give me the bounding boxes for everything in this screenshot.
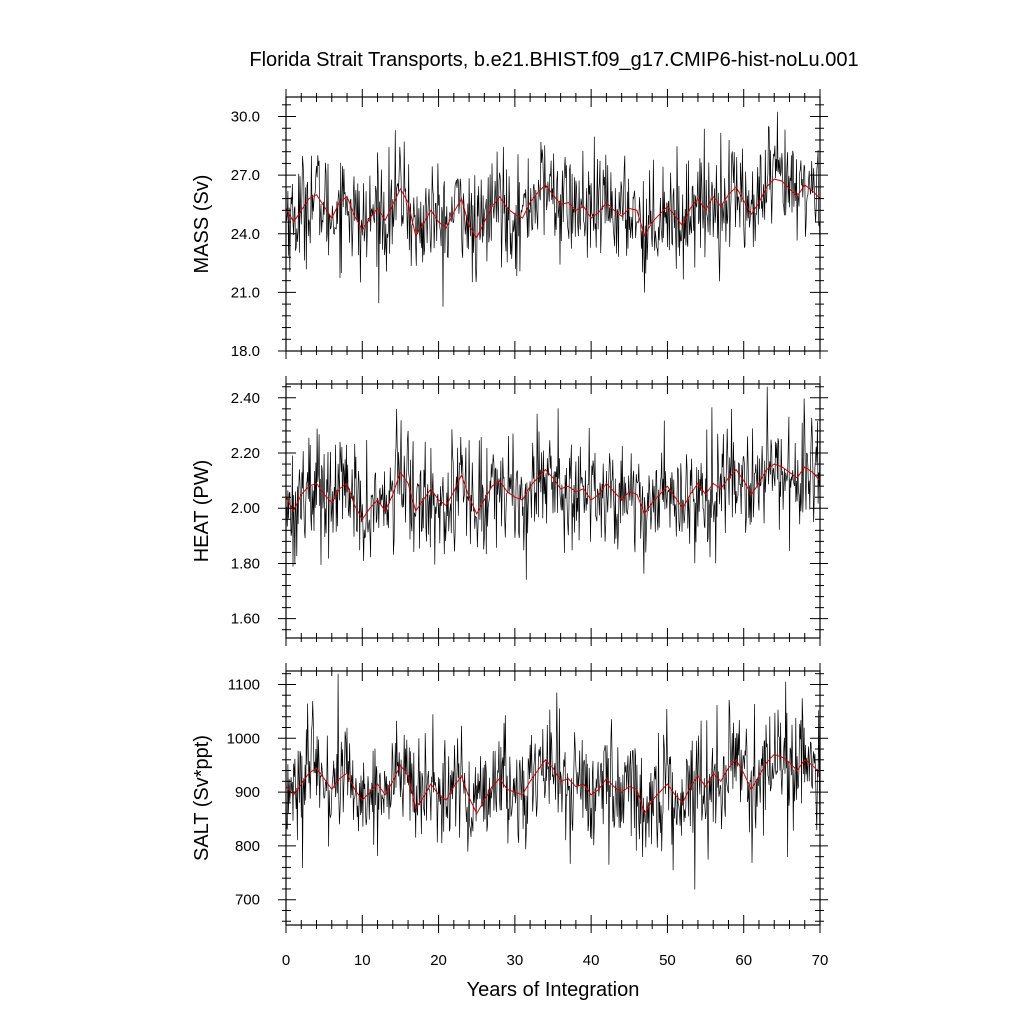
y-tick-label: 800 (235, 838, 260, 855)
x-tick-label: 30 (507, 952, 524, 969)
y-tick-label: 30.0 (231, 109, 260, 126)
smoothed-series-line-panel-2 (286, 463, 820, 521)
y-axis-label: MASS (Sv) (191, 175, 213, 274)
monthly-series-line-panel-1 (286, 111, 820, 307)
panel-1: 18.0 21.0 24.0 27.0 30.0 MASS (Sv) (191, 89, 828, 360)
monthly-series-line-panel-3 (286, 673, 820, 890)
monthly-series-line-panel-2 (286, 386, 820, 580)
y-tick-label: 1.60 (231, 611, 260, 628)
y-tick-label: 900 (235, 784, 260, 801)
y-tick-label: 2.40 (231, 390, 260, 407)
x-tick-label: 50 (659, 952, 676, 969)
x-tick-label: 0 (282, 952, 290, 969)
panel-2: 1.60 1.80 2.00 2.20 2.40 HEAT (PW) (191, 376, 828, 646)
x-tick-label: 40 (583, 952, 600, 969)
y-tick-label: 2.00 (231, 500, 260, 517)
y-tick-label: 21.0 (231, 284, 260, 301)
x-tick-label: 10 (354, 952, 371, 969)
y-tick-label: 27.0 (231, 167, 260, 184)
y-tick-label: 2.20 (231, 445, 260, 462)
panel-3: 700 800 900 1000 1100 SALT (Sv*ppt) 0 10 20 30 40 5… (191, 663, 828, 969)
y-tick-label: 1000 (227, 730, 260, 747)
plot-frame-panel-2 (285, 383, 821, 639)
x-tick-label: 60 (735, 952, 752, 969)
x-tick-label: 20 (430, 952, 447, 969)
y-tick-label: 18.0 (231, 343, 260, 360)
y-axis-label: HEAT (PW) (191, 460, 213, 563)
x-tick-label: 70 (812, 952, 829, 969)
plot-frame-panel-3 (285, 670, 821, 926)
plot-frame-panel-1 (285, 96, 821, 352)
y-axis-label: SALT (Sv*ppt) (191, 735, 213, 861)
y-tick-label: 1.80 (231, 555, 260, 572)
smoothed-series-line-panel-3 (286, 753, 820, 815)
panels-layer: 18.0 21.0 24.0 27.0 30.0 MASS (Sv) 1.60 1.80 2.0… (191, 89, 828, 969)
smoothed-series-line-panel-1 (286, 178, 820, 239)
y-tick-label: 24.0 (231, 226, 260, 243)
x-axis-label: Years of Integration (467, 979, 640, 1001)
chart-title: Florida Strait Transports, b.e21.BHIST.f… (249, 49, 858, 71)
y-tick-label: 1100 (228, 676, 260, 693)
y-tick-label: 700 (235, 892, 260, 909)
